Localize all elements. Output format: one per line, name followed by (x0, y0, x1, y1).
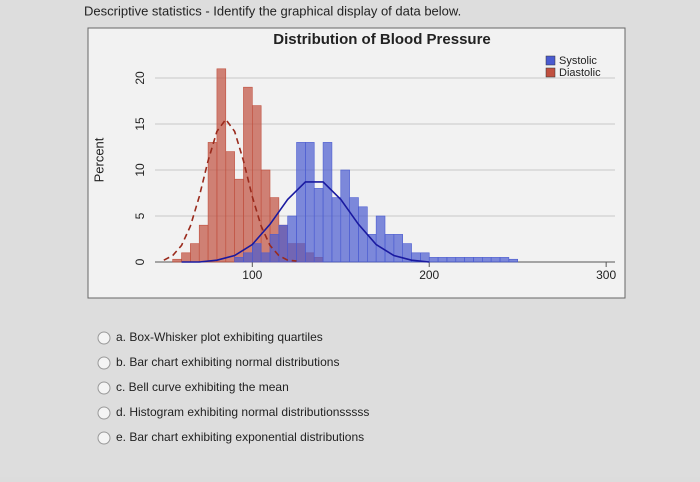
legend-swatch (545, 55, 556, 66)
histogram-bar (181, 252, 191, 263)
histogram-bar (198, 224, 209, 263)
histogram-bar (499, 257, 510, 263)
x-tick-label: 300 (596, 268, 616, 282)
histogram-bar (207, 142, 218, 263)
histogram-bar (313, 188, 324, 263)
histogram-bar (278, 224, 288, 263)
question-header: Descriptive statistics - Identify the gr… (84, 3, 461, 18)
histogram-bar (296, 142, 306, 263)
legend-swatch (545, 67, 556, 78)
histogram-bar (322, 142, 333, 263)
x-tick-label: 100 (242, 268, 262, 282)
histogram-bar (473, 257, 483, 263)
options: a. Box-Whisker plot exhibiting quartiles… (97, 330, 369, 445)
radio-option[interactable] (97, 331, 111, 345)
histogram-bar (243, 86, 253, 263)
histogram-bar (287, 215, 297, 263)
histogram-bar (269, 234, 280, 263)
histogram-bar (455, 257, 465, 263)
histogram-bar (464, 257, 474, 263)
histogram-bar (375, 215, 386, 263)
option-label: e. Bar chart exhibiting exponential dist… (116, 430, 364, 444)
histogram-bar (234, 178, 244, 263)
option-label: b. Bar chart exhibiting normal distribut… (116, 355, 339, 369)
histogram-bar (508, 258, 518, 263)
histogram-bar (428, 257, 439, 263)
histogram-bar (446, 257, 457, 263)
histogram-bar (172, 258, 182, 263)
option-label: c. Bell curve exhibiting the mean (116, 380, 289, 394)
y-tick-label: 20 (133, 71, 147, 85)
y-tick-label: 15 (133, 117, 147, 131)
option-label: a. Box-Whisker plot exhibiting quartiles (116, 330, 323, 344)
density-curve (181, 181, 430, 263)
histogram-bar (190, 243, 200, 263)
chart-title: Distribution of Blood Pressure (273, 31, 491, 48)
radio-option[interactable] (97, 406, 111, 420)
legend-label: Diastolic (559, 67, 601, 79)
x-tick-label: 200 (419, 268, 439, 282)
histogram-bar (260, 252, 271, 263)
histogram-bar (260, 169, 271, 263)
histogram-bar (349, 197, 359, 263)
legend-label: Systolic (559, 55, 597, 67)
histogram-bar (384, 234, 395, 263)
option-label: d. Histogram exhibiting normal distribut… (116, 405, 369, 419)
radio-option[interactable] (97, 381, 111, 395)
density-curve (163, 118, 297, 262)
histogram-bar (490, 257, 501, 263)
histogram-bar (234, 257, 244, 263)
histogram-bar (340, 169, 350, 263)
histogram-bar (358, 206, 368, 263)
radio-option[interactable] (97, 431, 111, 445)
histogram-bar (437, 257, 448, 263)
histogram-bar (252, 243, 262, 263)
y-axis-label: Percent (91, 137, 106, 182)
y-tick-label: 5 (133, 212, 147, 219)
histogram-bar (331, 197, 342, 263)
y-tick-label: 10 (133, 163, 147, 177)
histogram-bar (216, 68, 227, 263)
histogram-bar (305, 142, 315, 263)
radio-option[interactable] (97, 356, 111, 370)
y-tick-label: 0 (133, 258, 147, 265)
histogram-bar (243, 252, 253, 263)
histogram-bar (225, 151, 235, 263)
histogram-bar (482, 257, 492, 263)
